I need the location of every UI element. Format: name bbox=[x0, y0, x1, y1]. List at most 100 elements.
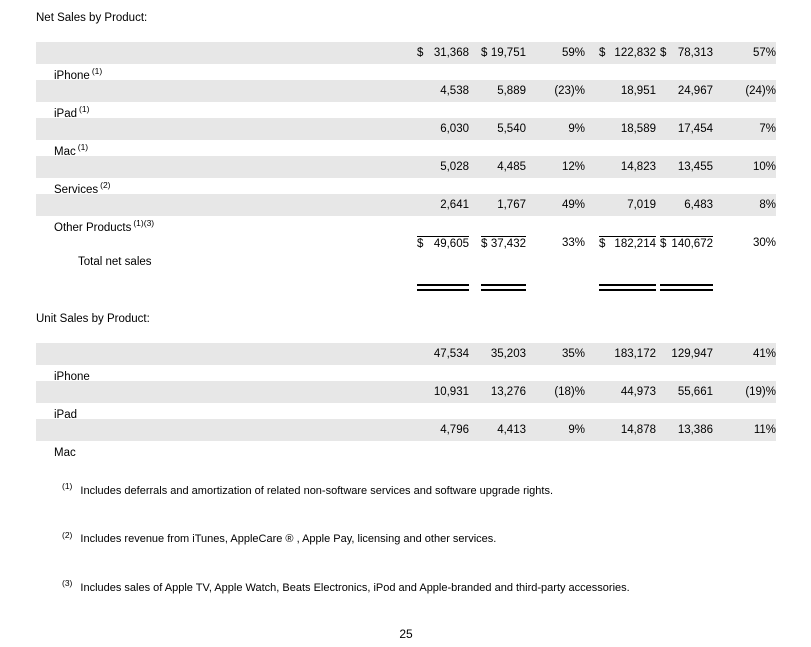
table-row: 5,028 4,485 12% 14,823 13,455 10% Servic… bbox=[36, 156, 776, 196]
value: 78,313 bbox=[677, 47, 713, 59]
value: 1,767 bbox=[497, 199, 526, 211]
value: 140,672 bbox=[671, 238, 713, 250]
cell-ytd-current: 14,878 bbox=[585, 424, 656, 436]
footnote-text: Includes sales of Apple TV, Apple Watch,… bbox=[80, 581, 630, 594]
cell-quarter-prior: $37,432 bbox=[469, 236, 526, 250]
product-name: Other Products bbox=[54, 221, 132, 234]
cell-quarter-change: 12% bbox=[561, 161, 585, 173]
value: 14,823 bbox=[620, 161, 656, 173]
value: 24,967 bbox=[677, 85, 713, 97]
table-row: $31,368 $19,751 59% $122,832 $78,313 57%… bbox=[36, 42, 776, 82]
footnote-ref: (1) bbox=[79, 104, 90, 114]
value: 44,973 bbox=[620, 386, 656, 398]
double-rule bbox=[417, 284, 469, 291]
cell-quarter-current: 4,538 bbox=[411, 85, 469, 97]
cell-quarter-change: 9% bbox=[568, 123, 585, 135]
value: 31,368 bbox=[433, 47, 469, 59]
cell-ytd-change: 41% bbox=[752, 348, 776, 360]
value: 13,276 bbox=[490, 386, 526, 398]
footnote-text: Includes deferrals and amortization of r… bbox=[80, 484, 554, 497]
cell-quarter-prior: 5,889 bbox=[469, 85, 526, 97]
cell-quarter-current: 5,028 bbox=[411, 161, 469, 173]
row-values-stripe: 5,028 4,485 12% 14,823 13,455 10% bbox=[36, 156, 776, 178]
total-row: $49,605 $37,432 33% $182,214 $140,672 30… bbox=[36, 232, 776, 270]
value: 4,485 bbox=[497, 161, 526, 173]
cell-ytd-change: 30% bbox=[752, 237, 776, 249]
row-label: iPhone (1) bbox=[36, 64, 776, 82]
footnote-text: Includes revenue from iTunes, AppleCare … bbox=[80, 533, 497, 546]
value: 13,455 bbox=[677, 161, 713, 173]
product-name: iPhone bbox=[54, 370, 90, 383]
product-name: Mac bbox=[54, 446, 76, 459]
row-values-stripe: 4,538 5,889 (23)% 18,951 24,967 (24)% bbox=[36, 80, 776, 102]
cell-ytd-change: (24)% bbox=[745, 85, 776, 97]
rule-cell bbox=[469, 284, 526, 291]
row-values-stripe: 2,641 1,767 49% 7,019 6,483 8% bbox=[36, 194, 776, 216]
value: 129,947 bbox=[671, 348, 713, 360]
net-sales-heading: Net Sales by Product: bbox=[36, 12, 148, 24]
value: 5,889 bbox=[497, 85, 526, 97]
total-top-rule: $182,214 bbox=[599, 236, 656, 250]
rule-spacer bbox=[526, 284, 585, 291]
value: 49,605 bbox=[433, 238, 469, 250]
value: 47,534 bbox=[433, 348, 469, 360]
dollar-sign: $ bbox=[417, 238, 424, 250]
value: 19,751 bbox=[490, 47, 526, 59]
row-label: Other Products (1)(3) bbox=[36, 216, 776, 234]
cell-ytd-current: 44,973 bbox=[585, 386, 656, 398]
cell-quarter-current: 6,030 bbox=[411, 123, 469, 135]
cell-ytd-prior: 13,455 bbox=[656, 161, 713, 173]
value: 2,641 bbox=[440, 199, 469, 211]
cell-ytd-prior: 24,967 bbox=[656, 85, 713, 97]
unit-sales-table: 47,534 35,203 35% 183,172 129,947 41% iP… bbox=[36, 343, 776, 459]
footnote-number: (3) bbox=[62, 578, 73, 589]
cell-quarter-prior: 35,203 bbox=[469, 348, 526, 360]
dollar-sign: $ bbox=[660, 47, 667, 59]
cell-ytd-current: 183,172 bbox=[585, 348, 656, 360]
double-rule bbox=[599, 284, 656, 291]
cell-ytd-prior: $78,313 bbox=[656, 47, 713, 59]
cell-ytd-change: (19)% bbox=[745, 386, 776, 398]
value: 7,019 bbox=[627, 199, 656, 211]
product-name: iPhone bbox=[54, 69, 90, 82]
cell-quarter-prior: $19,751 bbox=[469, 47, 526, 59]
label-spacer bbox=[36, 284, 411, 291]
value: 18,951 bbox=[620, 85, 656, 97]
total-top-rule: $140,672 bbox=[660, 236, 713, 250]
cell-quarter-current: $49,605 bbox=[411, 236, 469, 250]
rule-cell bbox=[585, 284, 656, 291]
footnote: (2) Includes revenue from iTunes, AppleCa… bbox=[62, 530, 776, 546]
cell-quarter-prior: 13,276 bbox=[469, 386, 526, 398]
unit-sales-rows: 47,534 35,203 35% 183,172 129,947 41% iP… bbox=[36, 343, 776, 459]
double-underline-row bbox=[36, 284, 776, 291]
cell-ytd-change: 11% bbox=[753, 424, 776, 436]
table-row: 4,796 4,413 9% 14,878 13,386 11% Mac bbox=[36, 419, 776, 459]
value: 183,172 bbox=[614, 348, 656, 360]
value: 6,030 bbox=[440, 123, 469, 135]
footnote-ref: (1) bbox=[91, 66, 103, 76]
total-label: Total net sales bbox=[78, 256, 152, 268]
cell-ytd-current: $122,832 bbox=[585, 47, 656, 59]
row-values-stripe: 10,931 13,276 (18)% 44,973 55,661 (19)% bbox=[36, 381, 776, 403]
cell-ytd-current: 7,019 bbox=[585, 199, 656, 211]
row-values-stripe: 4,796 4,413 9% 14,878 13,386 11% bbox=[36, 419, 776, 441]
total-values-stripe: $49,605 $37,432 33% $182,214 $140,672 30… bbox=[36, 232, 776, 254]
cell-quarter-change: 49% bbox=[561, 199, 585, 211]
cell-ytd-prior: 6,483 bbox=[656, 199, 713, 211]
cell-quarter-current: 2,641 bbox=[411, 199, 469, 211]
cell-ytd-change: 57% bbox=[752, 47, 776, 59]
row-label: iPad (1) bbox=[36, 102, 776, 120]
row-label: Mac bbox=[36, 441, 776, 459]
footnote: (1) Includes deferrals and amortization o… bbox=[62, 481, 776, 497]
row-label: Services (2) bbox=[36, 178, 776, 196]
footnotes: (1) Includes deferrals and amortization o… bbox=[36, 481, 776, 594]
cell-ytd-prior: 129,947 bbox=[656, 348, 713, 360]
dollar-sign: $ bbox=[599, 47, 606, 59]
product-name: iPad bbox=[54, 408, 78, 421]
value: 37,432 bbox=[490, 238, 526, 250]
net-sales-rows: $31,368 $19,751 59% $122,832 $78,313 57%… bbox=[36, 42, 776, 234]
dollar-sign: $ bbox=[481, 47, 488, 59]
cell-quarter-change: 59% bbox=[561, 47, 585, 59]
value: 18,589 bbox=[620, 123, 656, 135]
product-name: iPad bbox=[54, 107, 78, 120]
